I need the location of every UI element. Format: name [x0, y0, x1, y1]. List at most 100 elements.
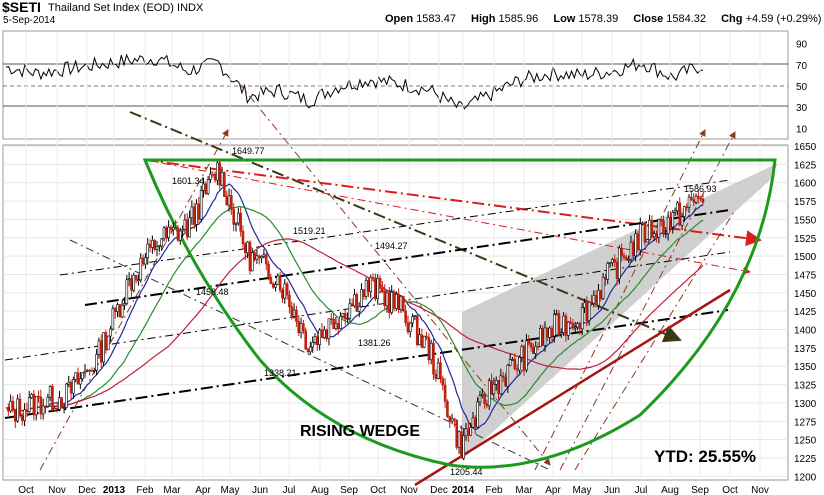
candle-body [615, 261, 619, 279]
candle-body [334, 323, 338, 329]
indicator-tick-label: 90 [796, 40, 808, 51]
candle-body [527, 340, 531, 344]
candle-body [288, 294, 291, 308]
candle-body [385, 292, 389, 307]
candle-body [46, 396, 50, 407]
candle-body [511, 359, 514, 361]
candle-body [585, 302, 589, 321]
candle-body [441, 378, 445, 386]
candle-body [137, 279, 140, 282]
candle-body [692, 199, 696, 203]
candle-body [343, 312, 347, 320]
time-tick-label: Mar [515, 485, 533, 495]
candle-body [102, 332, 105, 363]
time-tick-label: Apr [545, 485, 561, 495]
candle-body [174, 227, 177, 229]
candle-body [532, 347, 535, 354]
candle-body [576, 323, 579, 328]
candle-body [260, 255, 263, 259]
candle-body [364, 280, 368, 297]
candle-body [329, 318, 333, 320]
candle-body [645, 239, 649, 243]
candle-body [620, 247, 623, 256]
candle-body [606, 263, 610, 280]
candle-body [659, 219, 663, 222]
time-tick-label: Sep [691, 485, 709, 495]
time-tick-label: Jul [283, 485, 296, 495]
candle-body [195, 203, 198, 225]
candle-body [411, 316, 414, 324]
candle-body [244, 243, 247, 254]
candle-body [106, 335, 110, 351]
exchange-label: INDX [177, 2, 204, 14]
candle-body [27, 397, 31, 413]
candle-body [522, 346, 526, 371]
candle-body [432, 342, 435, 375]
ohlc-readout: Open 1583.47 High 1585.96 Low 1578.39 Cl… [385, 13, 824, 25]
candle-body [604, 276, 607, 280]
candle-body [360, 289, 363, 307]
candle-body [371, 277, 375, 279]
candle-body [60, 397, 64, 409]
price-tick-label: 1375 [794, 344, 817, 355]
candle-body [557, 313, 561, 335]
ytd-label: YTD: 25.55% [654, 447, 756, 466]
indicator-tick-label: 30 [796, 103, 808, 114]
candle-body [383, 291, 387, 307]
candle-body [555, 313, 558, 315]
candle-body [434, 373, 438, 379]
date-label: 5-Sep-2014 [3, 15, 56, 26]
candle-body [304, 330, 308, 350]
candle-body [378, 278, 382, 289]
candle-body [113, 308, 117, 312]
price-tick-label: 1450 [794, 289, 817, 300]
candle-body [678, 202, 682, 226]
candle-body [92, 370, 96, 372]
candle-body [269, 277, 273, 285]
candle-body [32, 393, 36, 416]
price-tick-label: 1200 [794, 472, 817, 483]
candle-body [662, 220, 665, 235]
peak-label: 1649.77 [232, 146, 265, 156]
trend-lines [4, 81, 762, 487]
candle-body [641, 222, 644, 225]
candle-body [525, 340, 528, 371]
candle-body [7, 407, 10, 412]
candle-body [37, 395, 40, 398]
close-value: 1584.32 [666, 13, 707, 25]
candle-body [190, 206, 194, 219]
candle-body [471, 417, 475, 428]
candle-body [636, 233, 640, 251]
candle-body [232, 208, 235, 225]
candle-body [158, 245, 161, 248]
candle-body [25, 409, 29, 413]
candle-body [397, 293, 400, 310]
candle-body [474, 417, 477, 428]
candle-body [271, 283, 275, 288]
candle-body [16, 398, 19, 422]
candle-body [518, 357, 521, 371]
candle-body [476, 401, 479, 428]
price-tick-label: 1475 [794, 270, 817, 281]
candle-body [209, 173, 212, 180]
candle-body [167, 226, 170, 239]
candle-body [225, 196, 229, 206]
candle-body [599, 289, 603, 299]
candle-body [504, 377, 507, 387]
candle-body [353, 294, 356, 307]
candle-body [469, 427, 472, 436]
candle-body [250, 252, 254, 272]
cup-pattern [142, 158, 777, 469]
peak-label: 1205.44 [450, 467, 483, 477]
candle-body [220, 171, 224, 186]
candle-body [116, 304, 119, 312]
price-tick-label: 1550 [794, 215, 817, 226]
candle-body [569, 321, 572, 324]
index-name-text: Thailand Set Index (EOD) [48, 2, 174, 14]
time-tick-label: Mar [163, 485, 181, 495]
candle-body [590, 301, 593, 304]
candle-body [483, 393, 486, 404]
candle-body [622, 255, 626, 258]
candle-body [97, 340, 101, 355]
candle-body [95, 354, 98, 371]
